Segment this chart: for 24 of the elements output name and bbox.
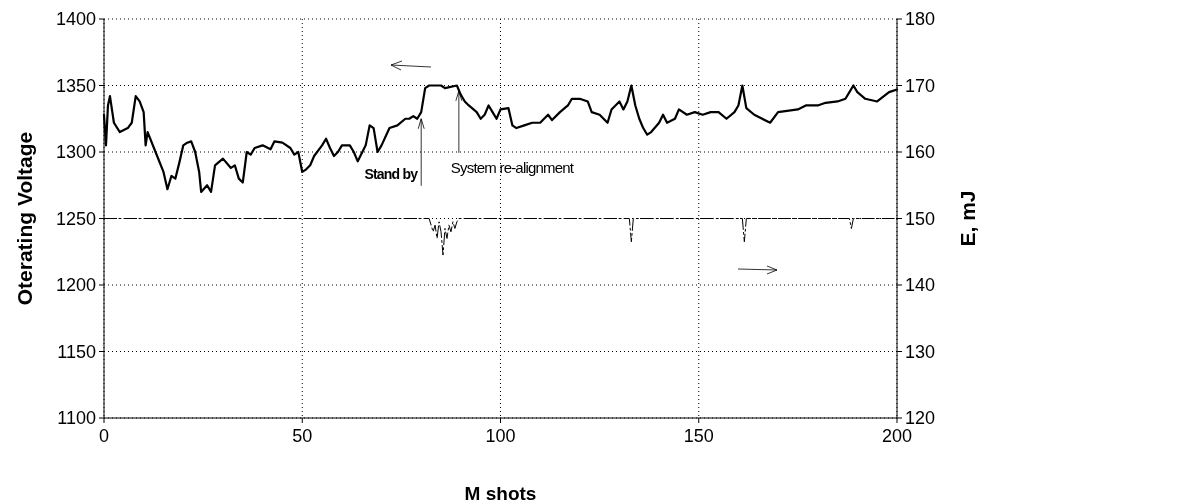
y-tick-label: 1250 xyxy=(55,208,96,229)
annotation: Stand by xyxy=(364,165,419,182)
y-tick-label: 1100 xyxy=(57,408,96,428)
y2-tick-label: 150 xyxy=(905,208,936,229)
y2-tick-label: 160 xyxy=(905,142,936,162)
x-tick-label: 150 xyxy=(683,426,714,446)
x-axis-title: M shots xyxy=(464,483,537,504)
y-tick-label: 1300 xyxy=(55,142,96,162)
y2-tick-label: 120 xyxy=(905,408,936,428)
y-tick-label: 1150 xyxy=(57,341,96,362)
x-tick-label: 200 xyxy=(881,426,913,446)
y2-tick-label: 170 xyxy=(905,75,936,96)
y-axis-title: Oterating Voltage xyxy=(13,131,36,306)
annotation: System re-alignment xyxy=(450,158,575,176)
y2-axis-title: E, mJ xyxy=(956,190,979,247)
x-tick-label: 0 xyxy=(98,426,110,446)
y2-tick-label: 130 xyxy=(905,341,936,362)
y2-tick-label: 140 xyxy=(905,275,936,295)
y-tick-label: 1350 xyxy=(55,75,96,96)
x-tick-label: 100 xyxy=(485,426,516,446)
y-tick-label: 1400 xyxy=(55,9,96,29)
x-tick-label: 50 xyxy=(292,426,313,446)
y-tick-label: 1200 xyxy=(55,275,96,295)
y2-tick-label: 180 xyxy=(905,9,936,29)
